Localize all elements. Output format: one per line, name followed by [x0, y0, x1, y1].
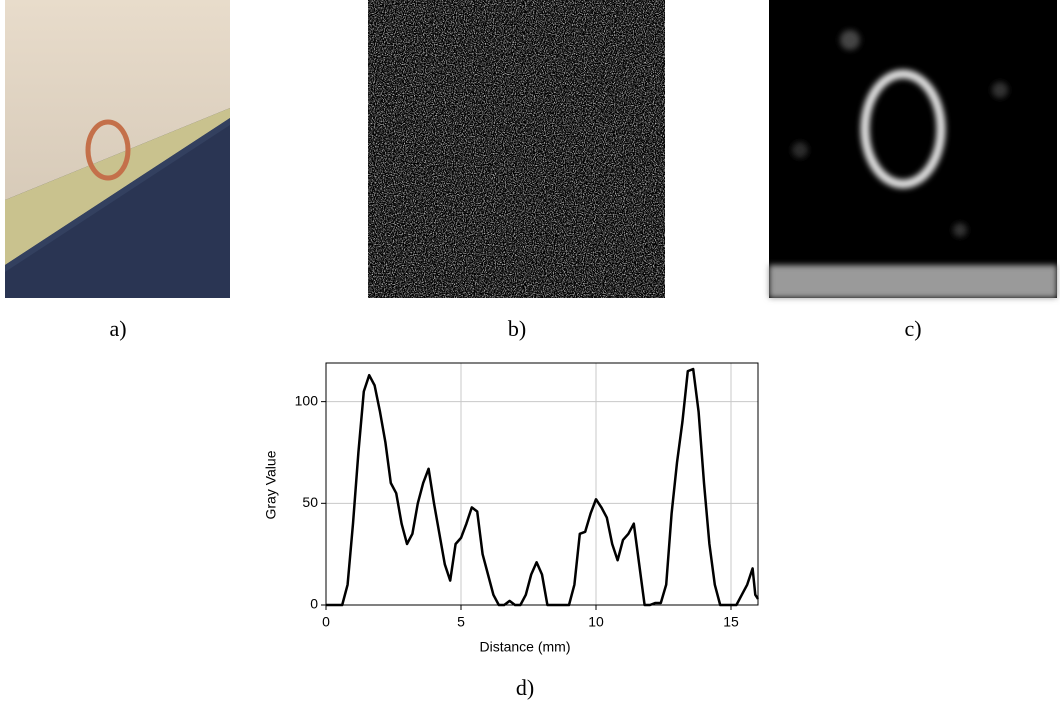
y-tick-label: 100: [295, 392, 319, 408]
noise-image: [368, 0, 665, 298]
y-axis-label: Gray Value: [263, 450, 279, 519]
x-tick-label: 15: [723, 614, 739, 630]
photo-ring: [5, 0, 230, 298]
reconstruction-image: [769, 0, 1057, 298]
y-tick-label: 50: [302, 494, 318, 510]
plot-frame: [325, 362, 759, 606]
caption: c): [904, 316, 921, 341]
x-tick-label: 5: [457, 614, 465, 630]
caption: b): [508, 316, 526, 341]
x-tick-label: 0: [322, 614, 330, 630]
x-tick-label: 10: [588, 614, 604, 630]
caption: a): [109, 316, 126, 341]
x-axis-label: Distance (mm): [479, 639, 570, 655]
y-tick-label: 0: [310, 596, 318, 612]
data-line: [326, 367, 760, 607]
caption: d): [516, 675, 534, 700]
